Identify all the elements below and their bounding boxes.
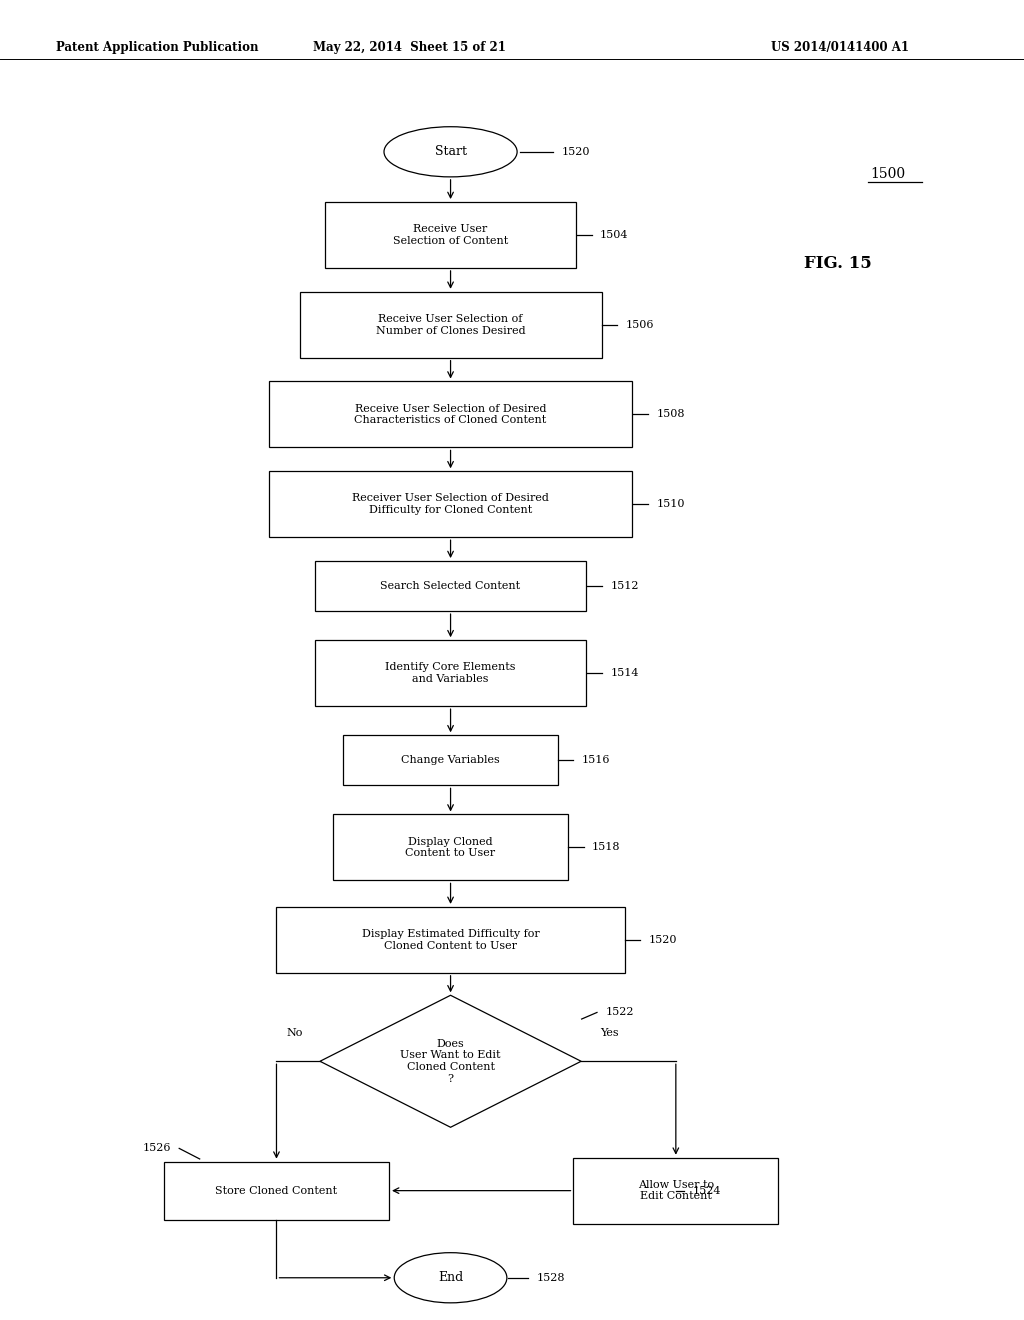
Text: 1516: 1516 bbox=[582, 755, 610, 766]
FancyBboxPatch shape bbox=[164, 1162, 389, 1220]
Text: 1510: 1510 bbox=[656, 499, 685, 510]
FancyBboxPatch shape bbox=[326, 202, 575, 268]
FancyBboxPatch shape bbox=[333, 814, 568, 880]
Text: 1520: 1520 bbox=[648, 935, 677, 945]
Text: No: No bbox=[287, 1027, 302, 1038]
FancyBboxPatch shape bbox=[315, 561, 586, 611]
Text: 1500: 1500 bbox=[870, 168, 905, 181]
Ellipse shape bbox=[384, 127, 517, 177]
Text: FIG. 15: FIG. 15 bbox=[804, 256, 871, 272]
Text: 1508: 1508 bbox=[656, 409, 685, 420]
Text: Receiver User Selection of Desired
Difficulty for Cloned Content: Receiver User Selection of Desired Diffi… bbox=[352, 494, 549, 515]
Text: Receive User
Selection of Content: Receive User Selection of Content bbox=[393, 224, 508, 246]
Text: Start: Start bbox=[434, 145, 467, 158]
Text: 1504: 1504 bbox=[600, 230, 629, 240]
Text: Store Cloned Content: Store Cloned Content bbox=[215, 1185, 338, 1196]
Text: May 22, 2014  Sheet 15 of 21: May 22, 2014 Sheet 15 of 21 bbox=[313, 41, 506, 54]
Text: 1520: 1520 bbox=[561, 147, 590, 157]
FancyBboxPatch shape bbox=[268, 471, 632, 537]
FancyBboxPatch shape bbox=[315, 640, 586, 706]
FancyBboxPatch shape bbox=[276, 907, 625, 973]
Text: US 2014/0141400 A1: US 2014/0141400 A1 bbox=[771, 41, 908, 54]
Text: 1518: 1518 bbox=[592, 842, 621, 853]
Text: 1526: 1526 bbox=[142, 1143, 171, 1154]
Text: Patent Application Publication: Patent Application Publication bbox=[56, 41, 259, 54]
Text: Display Cloned
Content to User: Display Cloned Content to User bbox=[406, 837, 496, 858]
Text: Receive User Selection of
Number of Clones Desired: Receive User Selection of Number of Clon… bbox=[376, 314, 525, 335]
Text: Receive User Selection of Desired
Characteristics of Cloned Content: Receive User Selection of Desired Charac… bbox=[354, 404, 547, 425]
Text: Search Selected Content: Search Selected Content bbox=[381, 581, 520, 591]
Text: Allow User to
Edit Content: Allow User to Edit Content bbox=[638, 1180, 714, 1201]
Text: Change Variables: Change Variables bbox=[401, 755, 500, 766]
FancyBboxPatch shape bbox=[268, 381, 632, 447]
FancyBboxPatch shape bbox=[299, 292, 601, 358]
Ellipse shape bbox=[394, 1253, 507, 1303]
Text: End: End bbox=[438, 1271, 463, 1284]
Text: 1524: 1524 bbox=[692, 1185, 721, 1196]
Text: Identify Core Elements
and Variables: Identify Core Elements and Variables bbox=[385, 663, 516, 684]
FancyBboxPatch shape bbox=[573, 1158, 778, 1224]
Polygon shape bbox=[319, 995, 582, 1127]
Text: Yes: Yes bbox=[600, 1027, 620, 1038]
Text: 1512: 1512 bbox=[610, 581, 639, 591]
FancyBboxPatch shape bbox=[343, 735, 558, 785]
Text: Does
User Want to Edit
Cloned Content
?: Does User Want to Edit Cloned Content ? bbox=[400, 1039, 501, 1084]
Text: 1514: 1514 bbox=[610, 668, 639, 678]
Text: 1522: 1522 bbox=[605, 1007, 634, 1018]
Text: 1506: 1506 bbox=[626, 319, 654, 330]
Text: 1528: 1528 bbox=[537, 1272, 565, 1283]
Text: Display Estimated Difficulty for
Cloned Content to User: Display Estimated Difficulty for Cloned … bbox=[361, 929, 540, 950]
